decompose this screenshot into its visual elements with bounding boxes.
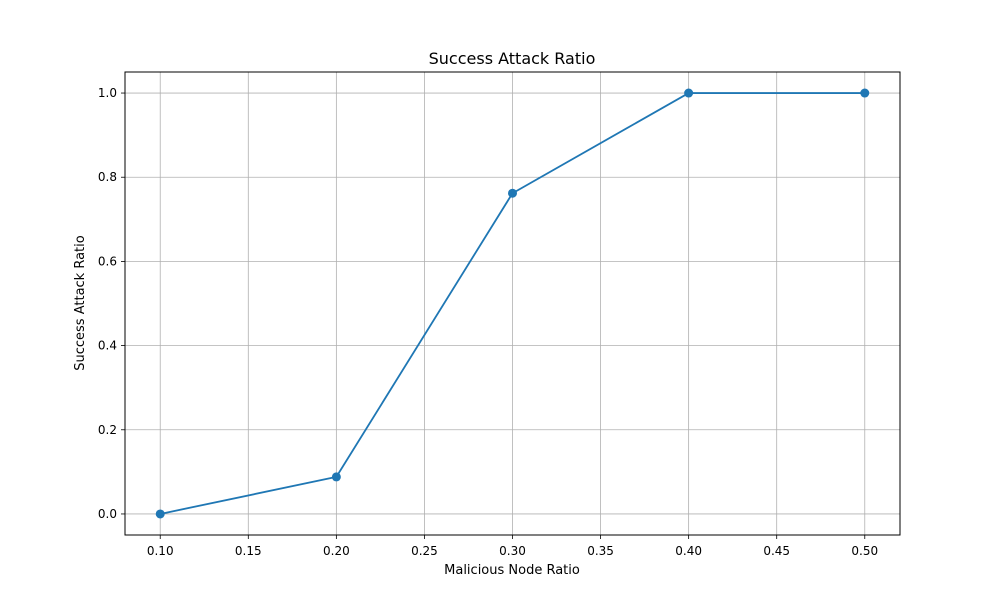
data-point <box>860 88 870 98</box>
x-tick-label: 0.25 <box>411 544 438 558</box>
y-tick-label: 1.0 <box>98 86 117 100</box>
series-group <box>155 88 870 519</box>
y-tick-label: 0.4 <box>98 339 117 353</box>
data-point <box>508 188 517 198</box>
x-tick-label: 0.35 <box>587 544 614 558</box>
data-point <box>684 88 694 98</box>
chart-title: Success Attack Ratio <box>429 49 596 68</box>
x-tick-label: 0.30 <box>499 544 526 558</box>
x-tick-label: 0.15 <box>235 544 262 558</box>
axis-ticks: 0.10 0.15 0.20 0.25 0.30 0.35 0.40 0.45 0.50 0.0 0… <box>98 86 878 558</box>
data-point <box>155 509 165 519</box>
y-tick-label: 0.2 <box>98 423 117 437</box>
y-tick-label: 0.8 <box>98 170 117 184</box>
y-tick-label: 0.6 <box>98 254 117 268</box>
x-tick-label: 0.10 <box>147 544 174 558</box>
grid <box>125 72 900 535</box>
data-point <box>331 472 341 482</box>
x-tick-label: 0.50 <box>851 544 878 558</box>
x-axis-label: Malicious Node Ratio <box>444 563 580 578</box>
x-tick-label: 0.20 <box>323 544 350 558</box>
y-tick-label: 0.0 <box>98 507 117 521</box>
x-tick-label: 0.40 <box>675 544 702 558</box>
y-axis-label: Success Attack Ratio <box>73 235 88 371</box>
x-tick-label: 0.45 <box>763 544 790 558</box>
